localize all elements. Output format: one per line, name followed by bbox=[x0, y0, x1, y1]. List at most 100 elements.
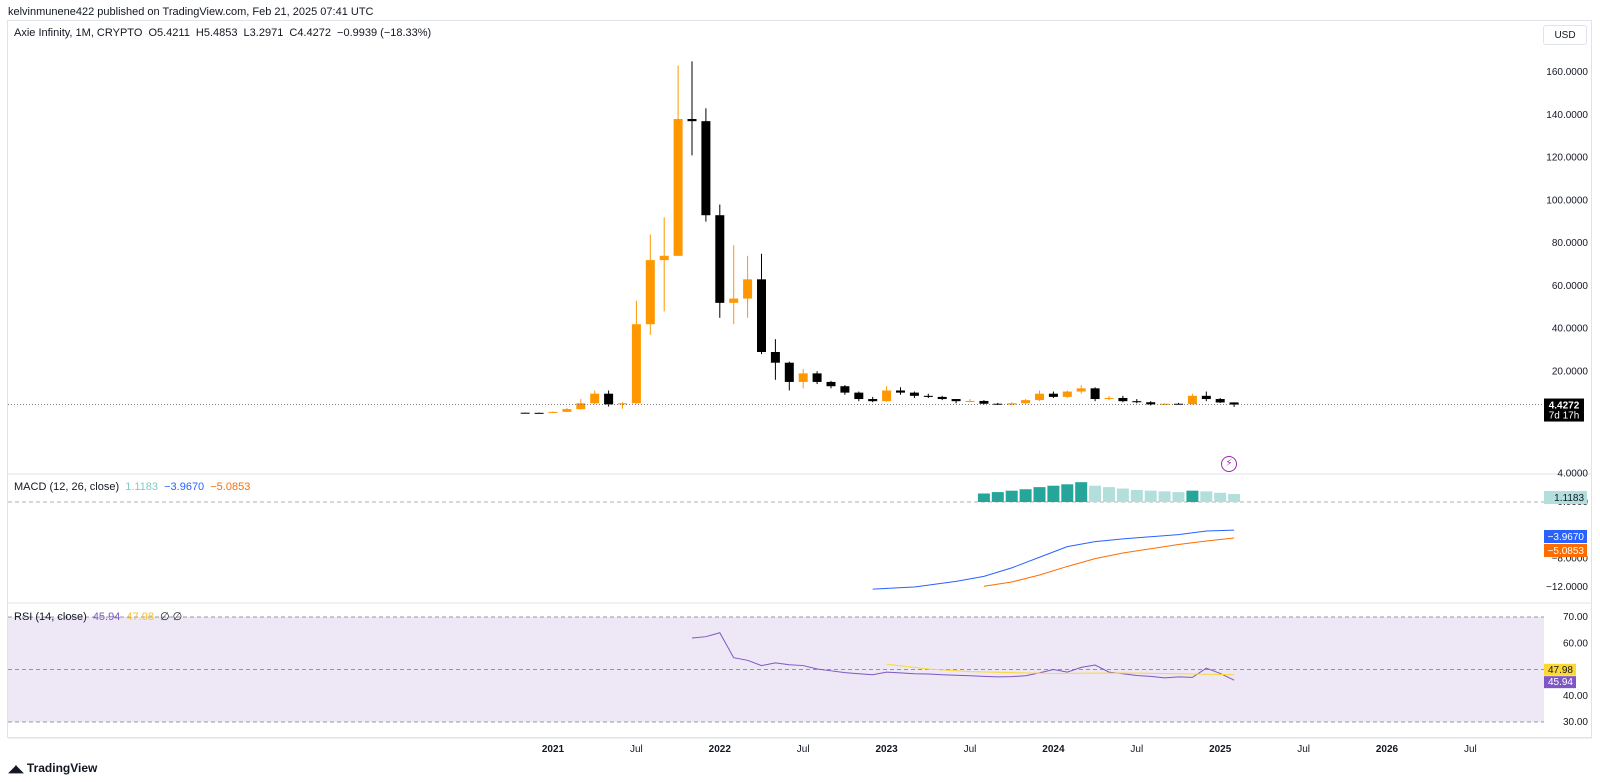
price-tick-label: 80.0000 bbox=[1552, 238, 1589, 249]
macd-tick-label: −8.0000 bbox=[1552, 554, 1589, 565]
candle-body bbox=[826, 381, 836, 387]
time-tick-label: 2025 bbox=[1209, 744, 1232, 755]
candle-body bbox=[1160, 403, 1170, 405]
candle-body bbox=[1035, 393, 1044, 401]
macd-tick-label: 4.0000 bbox=[1557, 469, 1588, 480]
candle-body bbox=[701, 121, 711, 216]
macd-line bbox=[872, 529, 1235, 590]
price-tick-label: 100.0000 bbox=[1546, 195, 1588, 206]
rsi-ma-value: 47.98 bbox=[126, 611, 154, 623]
symbol-title: Axie Infinity, 1M, CRYPTO bbox=[14, 27, 143, 39]
candle-body bbox=[951, 399, 961, 402]
candle-body bbox=[548, 411, 558, 413]
candle-body bbox=[923, 395, 933, 397]
candle-body bbox=[645, 260, 655, 325]
macd-histogram-bar bbox=[1214, 492, 1227, 502]
candle-body bbox=[1007, 403, 1017, 405]
candle-body bbox=[604, 393, 614, 405]
legend-low: L3.2971 bbox=[243, 27, 284, 39]
rsi-ma-badge-label: 47.98 bbox=[1548, 665, 1573, 676]
macd-histogram-bar bbox=[1061, 484, 1074, 502]
time-tick-label: Jul bbox=[630, 744, 643, 755]
time-tick-label: Jul bbox=[1130, 744, 1143, 755]
macd-histogram-bar bbox=[1158, 491, 1171, 502]
macd-histogram-bar bbox=[1228, 494, 1241, 502]
time-tick-label: 2022 bbox=[709, 744, 732, 755]
rsi-tick-label: 40.00 bbox=[1563, 691, 1588, 702]
candle-body bbox=[715, 215, 725, 303]
macd-histogram-bar bbox=[977, 493, 990, 502]
candle-body bbox=[1201, 395, 1211, 400]
axes-layer: 160.0000 140.0000 120.0000 100.0000 80.0000 6… bbox=[542, 67, 1589, 755]
price-tick-label: 140.0000 bbox=[1546, 110, 1588, 121]
rsi-extra: ∅ ∅ bbox=[160, 611, 183, 623]
candle-body bbox=[590, 393, 600, 404]
time-tick-label: 2026 bbox=[1376, 744, 1399, 755]
candle-body bbox=[631, 324, 641, 404]
price-tick-label: 120.0000 bbox=[1546, 153, 1588, 164]
candle-body bbox=[576, 403, 586, 410]
candle-body bbox=[618, 403, 627, 405]
macd-histogram-bar bbox=[1089, 485, 1102, 502]
macd-histogram-bar bbox=[1103, 487, 1115, 502]
macd-histogram-bar bbox=[1075, 482, 1088, 502]
candle-body bbox=[965, 400, 975, 402]
candle-body bbox=[659, 255, 669, 261]
candle-body bbox=[1187, 395, 1197, 405]
macd-legend: MACD (12, 26, close) 1.1183 −3.9670 −5.0… bbox=[14, 481, 253, 493]
price-pane bbox=[8, 61, 1544, 414]
macd-pane bbox=[8, 482, 1544, 590]
tradingview-logo: ◢◣ TradingView bbox=[8, 761, 97, 775]
macd-histogram-bar bbox=[1144, 490, 1157, 502]
candle-body bbox=[1229, 402, 1239, 405]
macd-badge-label: −3.9670 bbox=[1548, 532, 1585, 543]
rsi-badge bbox=[1544, 676, 1576, 689]
candle-body bbox=[1076, 388, 1086, 392]
candle-body bbox=[979, 400, 989, 404]
candle-body bbox=[520, 412, 530, 414]
rsi-label: RSI (14, close) bbox=[14, 611, 87, 623]
candle-body bbox=[882, 390, 892, 402]
candle-body bbox=[562, 409, 572, 412]
macd-histogram-bar bbox=[1172, 492, 1185, 502]
macd-histogram-bar bbox=[1005, 490, 1018, 502]
candle-body bbox=[1048, 393, 1058, 397]
rsi-ma-line bbox=[886, 663, 1235, 676]
macd-histogram-bar bbox=[1186, 490, 1199, 502]
macd-badge-label: 1.1183 bbox=[1554, 493, 1584, 504]
logo-text: TradingView bbox=[26, 761, 98, 775]
macd-histogram-bar bbox=[1116, 488, 1129, 502]
candle-body bbox=[743, 279, 753, 299]
rsi-tick-label: 60.00 bbox=[1563, 638, 1588, 649]
rsi-value: 45.94 bbox=[92, 611, 121, 623]
candle-body bbox=[784, 362, 794, 382]
time-tick-label: Jul bbox=[1464, 744, 1477, 755]
macd-histogram-bar bbox=[1019, 489, 1032, 502]
price-legend: Axie Infinity, 1M, CRYPTO O5.4211 H5.485… bbox=[14, 27, 434, 39]
rsi-pane bbox=[8, 616, 1544, 723]
candle-body bbox=[1118, 397, 1128, 402]
macd-histogram-bar bbox=[1130, 489, 1143, 502]
candle-body bbox=[1062, 391, 1072, 397]
macd-value-badge bbox=[1544, 530, 1587, 543]
grid-layer bbox=[8, 473, 1592, 739]
macd-line-value: −3.9670 bbox=[164, 481, 205, 493]
rsi-badge-label: 45.94 bbox=[1548, 677, 1573, 688]
legend-change: −0.9939 (−18.33%) bbox=[337, 27, 432, 39]
candle-body bbox=[1215, 399, 1225, 403]
lightning-icon[interactable]: ⚡ bbox=[1221, 456, 1237, 472]
candle-body bbox=[812, 373, 822, 382]
candle-body bbox=[1021, 400, 1031, 404]
price-tick-label: 40.0000 bbox=[1552, 324, 1589, 335]
last-price-badge bbox=[1544, 398, 1584, 422]
macd-signal-line bbox=[983, 537, 1235, 587]
candle-body bbox=[896, 390, 905, 393]
candle-body bbox=[868, 399, 878, 402]
macd-histogram-bar bbox=[1047, 485, 1060, 502]
currency-button[interactable]: USD bbox=[1543, 25, 1587, 45]
macd-histogram-bar bbox=[1200, 491, 1213, 502]
time-tick-label: 2023 bbox=[875, 744, 898, 755]
candle-body bbox=[729, 298, 739, 303]
time-tick-label: 2021 bbox=[542, 744, 565, 755]
